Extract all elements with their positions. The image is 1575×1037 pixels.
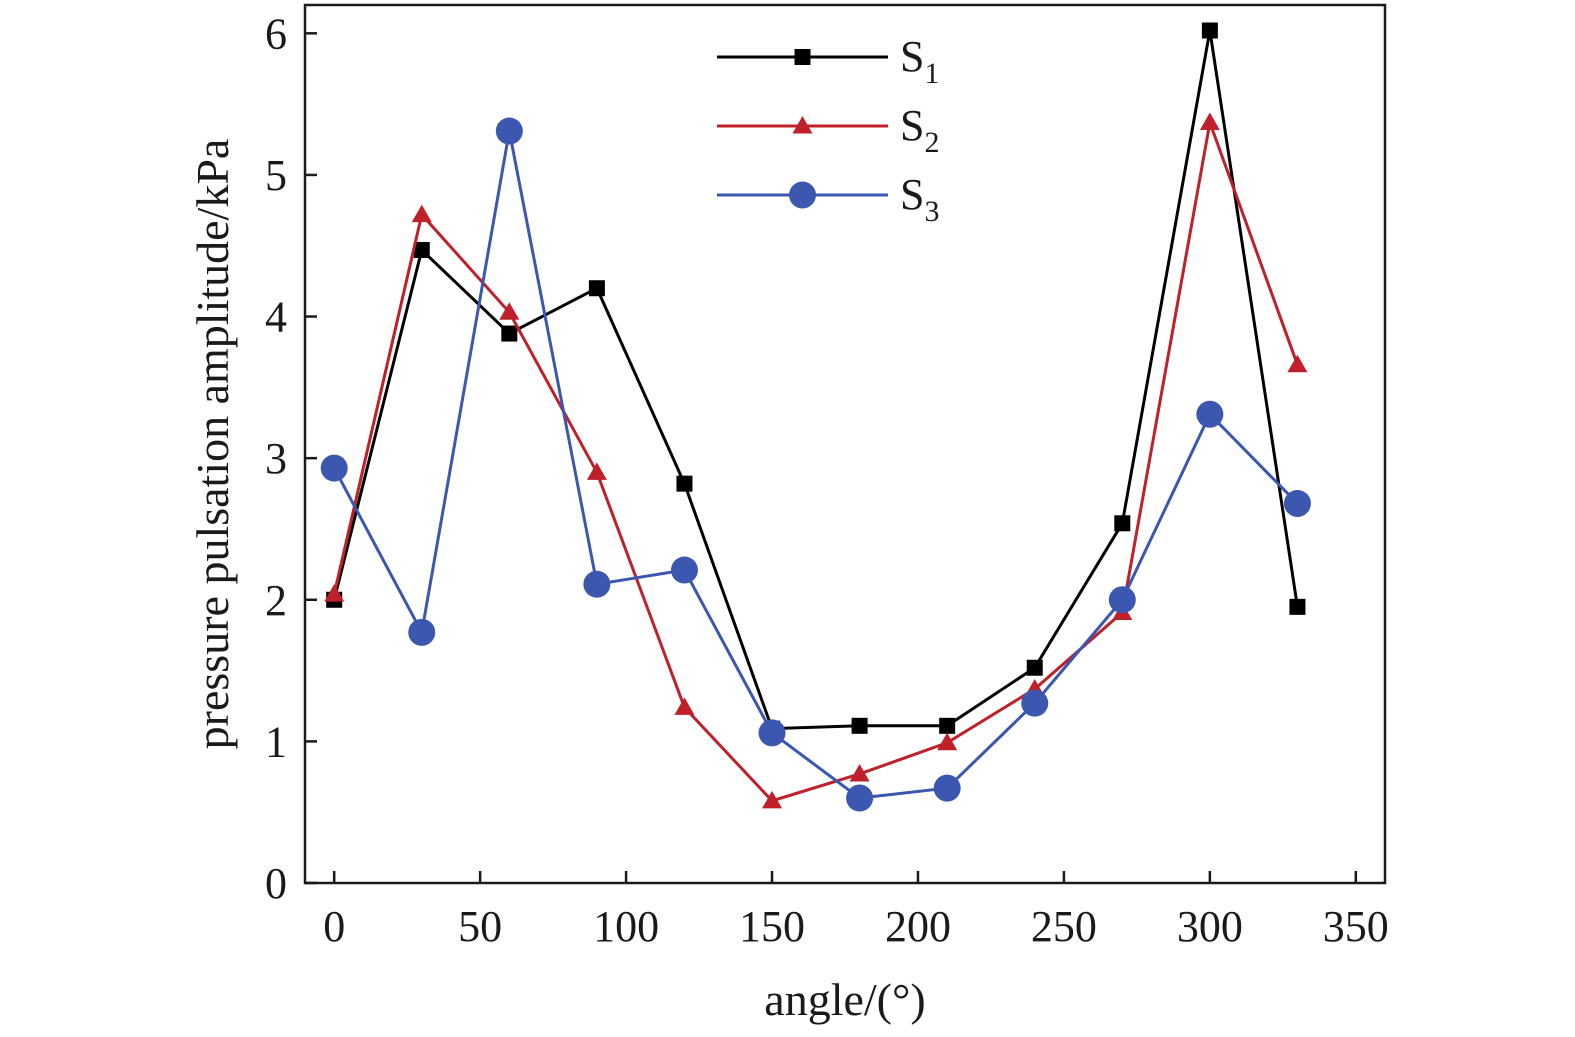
series-3	[320, 117, 1311, 812]
data-point	[588, 280, 605, 297]
x-tick-label: 50	[458, 902, 502, 951]
data-point	[1196, 400, 1224, 428]
data-point	[1108, 586, 1136, 614]
data-point	[413, 241, 430, 258]
y-tick-label: 5	[265, 151, 287, 200]
legend-marker	[789, 181, 816, 209]
legend-marker	[792, 116, 813, 134]
x-tick-label: 0	[323, 902, 345, 951]
y-tick-label: 1	[265, 717, 287, 766]
data-point	[933, 774, 961, 802]
legend-label-subscript: 2	[924, 126, 939, 159]
data-point	[1026, 659, 1043, 676]
data-point	[939, 717, 956, 734]
data-point	[499, 302, 520, 320]
legend-label-subscript: 1	[924, 57, 939, 90]
legend-label-subscript: 3	[924, 195, 939, 228]
data-point	[1289, 598, 1306, 615]
x-tick-label: 250	[1031, 902, 1097, 951]
series-2	[324, 112, 1308, 809]
series-1	[326, 22, 1306, 737]
y-tick-label: 0	[265, 859, 287, 908]
legend-label: S3	[900, 170, 939, 228]
data-point	[846, 784, 874, 812]
data-point	[586, 462, 607, 480]
data-point	[1283, 489, 1311, 517]
data-point	[762, 790, 783, 809]
legend-label-main: S	[900, 170, 924, 219]
x-tick-label: 100	[593, 902, 659, 951]
x-tick-label: 300	[1177, 902, 1243, 951]
data-point	[495, 117, 523, 145]
legend-label-main: S	[900, 101, 924, 150]
data-point	[1021, 689, 1049, 717]
y-tick-label: 4	[265, 293, 287, 342]
y-tick-label: 6	[265, 9, 287, 58]
y-axis-title: pressure pulsation amplitude/kPa	[187, 139, 238, 750]
data-point	[320, 454, 348, 482]
data-point	[758, 719, 786, 747]
data-point	[851, 717, 868, 734]
data-point	[1199, 112, 1220, 131]
x-tick-label: 200	[885, 902, 951, 951]
legend-item-2: S2	[717, 101, 939, 159]
series-line	[332, 116, 1299, 803]
data-point	[674, 697, 695, 715]
legend-label: S1	[900, 32, 939, 90]
plot-frame	[303, 3, 1387, 885]
legend-label-main: S	[900, 32, 924, 81]
legend-item-1: S1	[717, 32, 939, 90]
data-point	[1287, 354, 1308, 373]
data-point	[411, 204, 432, 223]
y-tick-label: 2	[265, 576, 287, 625]
data-point	[849, 763, 870, 782]
x-tick-label: 350	[1323, 902, 1389, 951]
series-layer	[320, 22, 1311, 812]
data-point	[324, 584, 345, 602]
data-point	[937, 732, 958, 751]
data-point	[676, 475, 693, 492]
legend-item-3: S3	[717, 170, 939, 228]
data-point	[1201, 22, 1218, 39]
data-point	[1114, 515, 1131, 532]
series-line	[332, 130, 1299, 800]
data-point	[408, 618, 436, 646]
data-point	[583, 570, 611, 598]
y-tick-label: 3	[265, 434, 287, 483]
data-point	[501, 325, 518, 342]
axis-ticks: 0 50 100 150 200 250 300 350 0 1 2 3 4 5 6	[265, 9, 1389, 951]
legend-label: S2	[900, 101, 939, 159]
series-line	[332, 30, 1299, 731]
data-point	[670, 556, 698, 584]
legend-marker	[794, 49, 811, 65]
x-tick-label: 150	[739, 902, 805, 951]
x-axis-title: angle/(°)	[764, 974, 925, 1025]
